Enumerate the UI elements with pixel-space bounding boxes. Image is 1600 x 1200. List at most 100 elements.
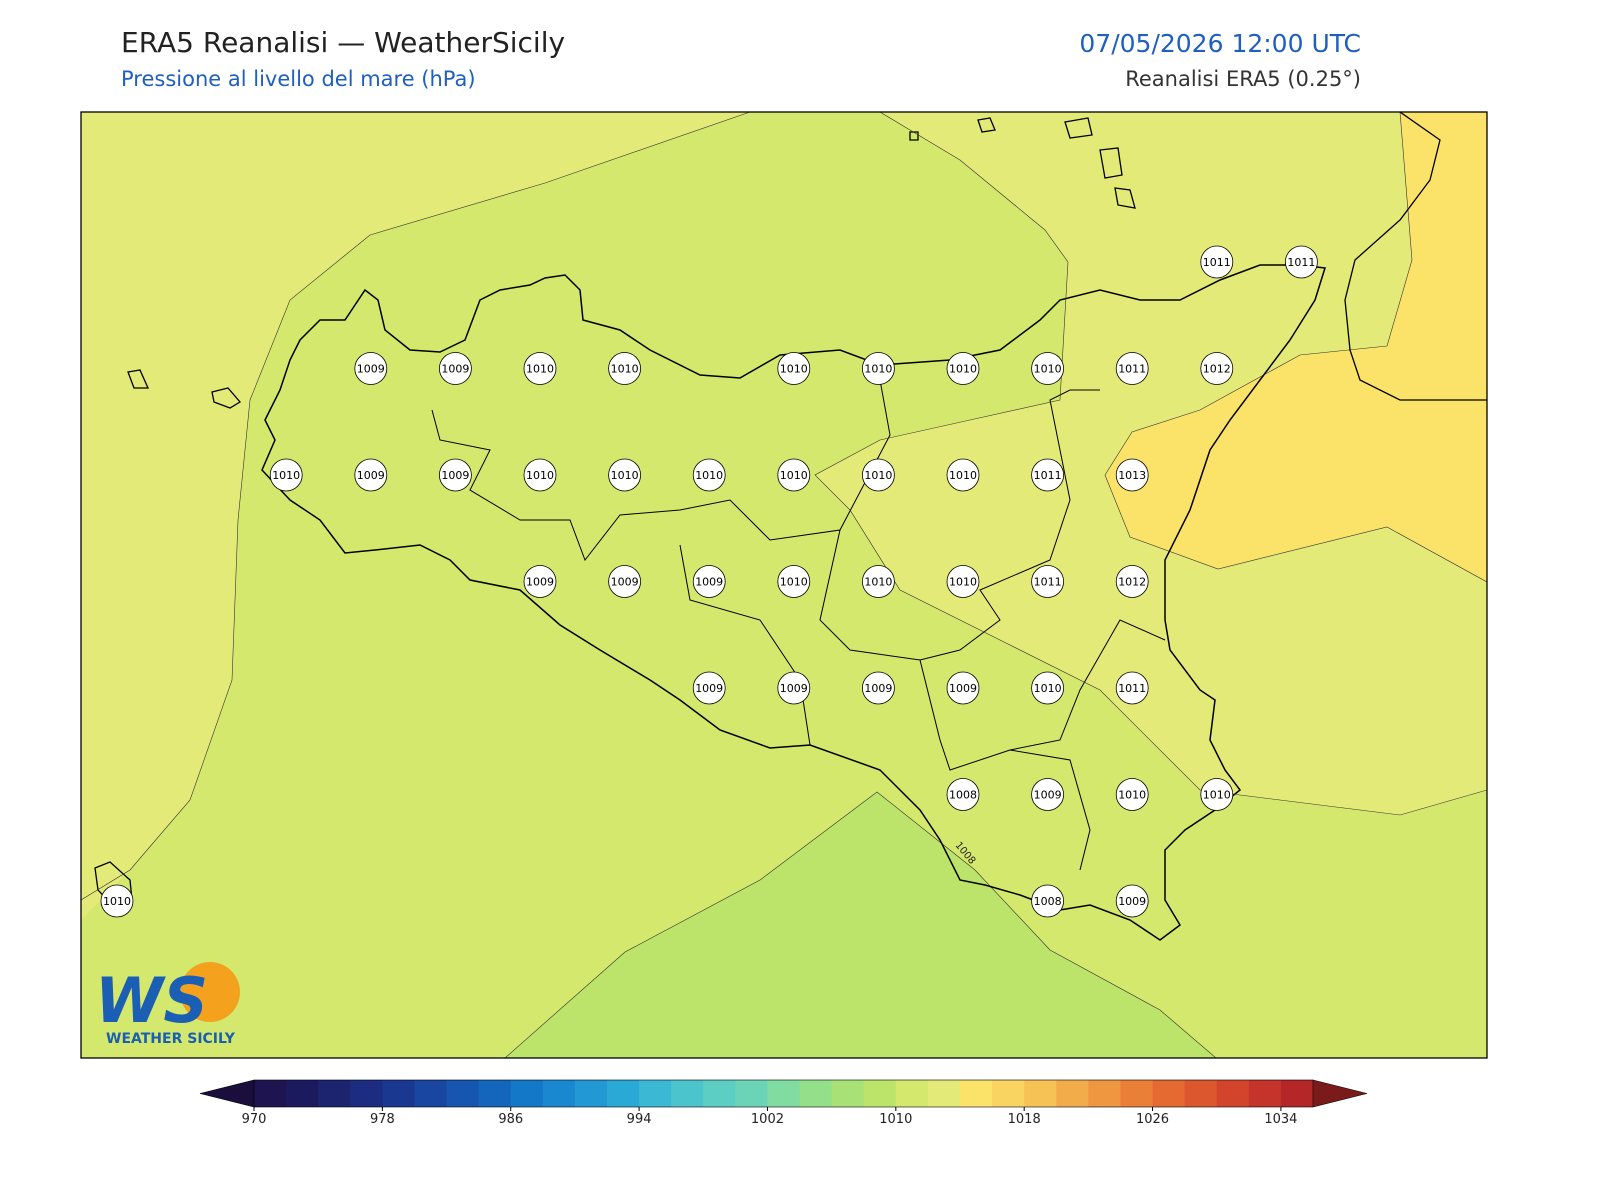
- station-value: 1009: [357, 363, 385, 376]
- colorbar-bin: [478, 1080, 512, 1107]
- station-marker: [1031, 884, 1064, 918]
- station-value: 1012: [1118, 576, 1146, 589]
- station-marker: [946, 565, 980, 598]
- station-value: 1009: [357, 469, 385, 482]
- station: 1009: [862, 671, 895, 705]
- coastline: [261, 264, 1326, 941]
- station-value: 1009: [611, 576, 639, 589]
- colorbar-tick-label: 1018: [1008, 1112, 1041, 1127]
- station-marker: [946, 458, 980, 492]
- station-value: 1009: [864, 682, 892, 695]
- colorbar-bin: [1120, 1080, 1154, 1107]
- datetime: 07/05/2026 12:00 UTC: [1079, 29, 1361, 58]
- station-marker: [354, 458, 388, 492]
- station: 1010: [1115, 778, 1149, 811]
- colorbar-bin: [510, 1080, 544, 1107]
- province-borders: [431, 379, 1166, 871]
- station-value: 1010: [695, 469, 723, 482]
- station: 1011: [1115, 671, 1149, 705]
- station: 1009: [1115, 884, 1149, 918]
- station: 1009: [777, 671, 811, 705]
- station-marker: [1031, 778, 1064, 811]
- pressure-field: [81, 112, 750, 920]
- station-marker: [523, 352, 557, 385]
- colorbar-bin: [895, 1080, 929, 1107]
- station-marker: [777, 565, 811, 598]
- station-marker: [1031, 352, 1064, 385]
- station-value: 1010: [272, 469, 300, 482]
- station: 1012: [1115, 565, 1149, 598]
- station-value: 1011: [1034, 576, 1062, 589]
- station: 1011: [1031, 565, 1064, 598]
- station-value: 1008: [949, 789, 977, 802]
- station-value: 1010: [864, 363, 892, 376]
- station: 1009: [354, 458, 388, 492]
- station: 1010: [946, 352, 980, 385]
- station: 1010: [523, 458, 557, 492]
- station-value: 1010: [1118, 789, 1146, 802]
- station: 1009: [692, 565, 726, 598]
- station-value: 1011: [1034, 469, 1062, 482]
- colorbar-bin: [414, 1080, 448, 1107]
- logo-sun: [180, 962, 240, 1022]
- colorbar: 970 978 986 994 1002 1010 1018 1026 1034: [199, 1079, 1368, 1127]
- colorbar-bin: [1024, 1080, 1057, 1107]
- station-marker: [1031, 565, 1064, 598]
- colorbar-bin: [286, 1080, 319, 1107]
- logo-text: WEATHER SICILY: [106, 1031, 236, 1047]
- station-marker: [946, 671, 980, 705]
- colorbar-bin: [1280, 1080, 1314, 1107]
- station-value: 1010: [864, 576, 892, 589]
- station-marker: [523, 565, 557, 598]
- source: Reanalisi ERA5 (0.25°): [1125, 67, 1361, 91]
- calabria-coast: [1344, 112, 1487, 401]
- colorbar-bin: [607, 1080, 640, 1107]
- colorbar-bin: [960, 1080, 993, 1107]
- station-marker: [354, 352, 388, 385]
- colorbar-tick-label: 986: [498, 1112, 523, 1127]
- colorbar-bin: [574, 1080, 608, 1107]
- station-value: 1010: [1034, 363, 1062, 376]
- station: 1010: [692, 458, 726, 492]
- station-value: 1009: [780, 682, 808, 695]
- station-marker: [777, 671, 811, 705]
- colorbar-bin: [671, 1080, 704, 1107]
- station-value: 1010: [780, 469, 808, 482]
- colorbar-bin: [382, 1080, 415, 1107]
- station-value: 1010: [780, 576, 808, 589]
- colorbar-bin: [1152, 1080, 1186, 1107]
- colorbar-tick-label: 970: [242, 1112, 267, 1127]
- station: 1009: [354, 352, 388, 385]
- station-value: 1010: [611, 363, 639, 376]
- logo-mark: WS: [95, 964, 208, 1037]
- station-marker: [1285, 245, 1318, 279]
- station-value: 1011: [1118, 682, 1146, 695]
- station: 1010: [777, 352, 811, 385]
- station: 1008: [1031, 884, 1064, 918]
- station: 1010: [269, 458, 303, 492]
- station-marker: [438, 458, 472, 492]
- station-marker: [1115, 884, 1149, 918]
- station-value: 1013: [1118, 469, 1146, 482]
- station-marker: [946, 778, 980, 811]
- station-marker: [1115, 778, 1149, 811]
- station-marker: [692, 671, 726, 705]
- logo: WS WEATHER SICILY: [95, 962, 240, 1047]
- colorbar-tick-label: 1034: [1264, 1112, 1297, 1127]
- station-value: 1010: [949, 363, 977, 376]
- station-value: 1010: [526, 469, 554, 482]
- station: 1010: [862, 565, 895, 598]
- station-marker: [100, 884, 134, 918]
- station: 1010: [523, 352, 557, 385]
- colorbar-bin: [992, 1080, 1025, 1107]
- colorbar-tick-label: 994: [627, 1112, 652, 1127]
- station-value: 1010: [526, 363, 554, 376]
- station: 1010: [608, 352, 641, 385]
- station: 1010: [777, 458, 811, 492]
- station-marker: [692, 458, 726, 492]
- station-marker: [1200, 352, 1234, 385]
- station: 1010: [1200, 778, 1234, 811]
- station: 1010: [946, 458, 980, 492]
- colorbar-bin: [1216, 1080, 1250, 1107]
- station: 1009: [438, 352, 472, 385]
